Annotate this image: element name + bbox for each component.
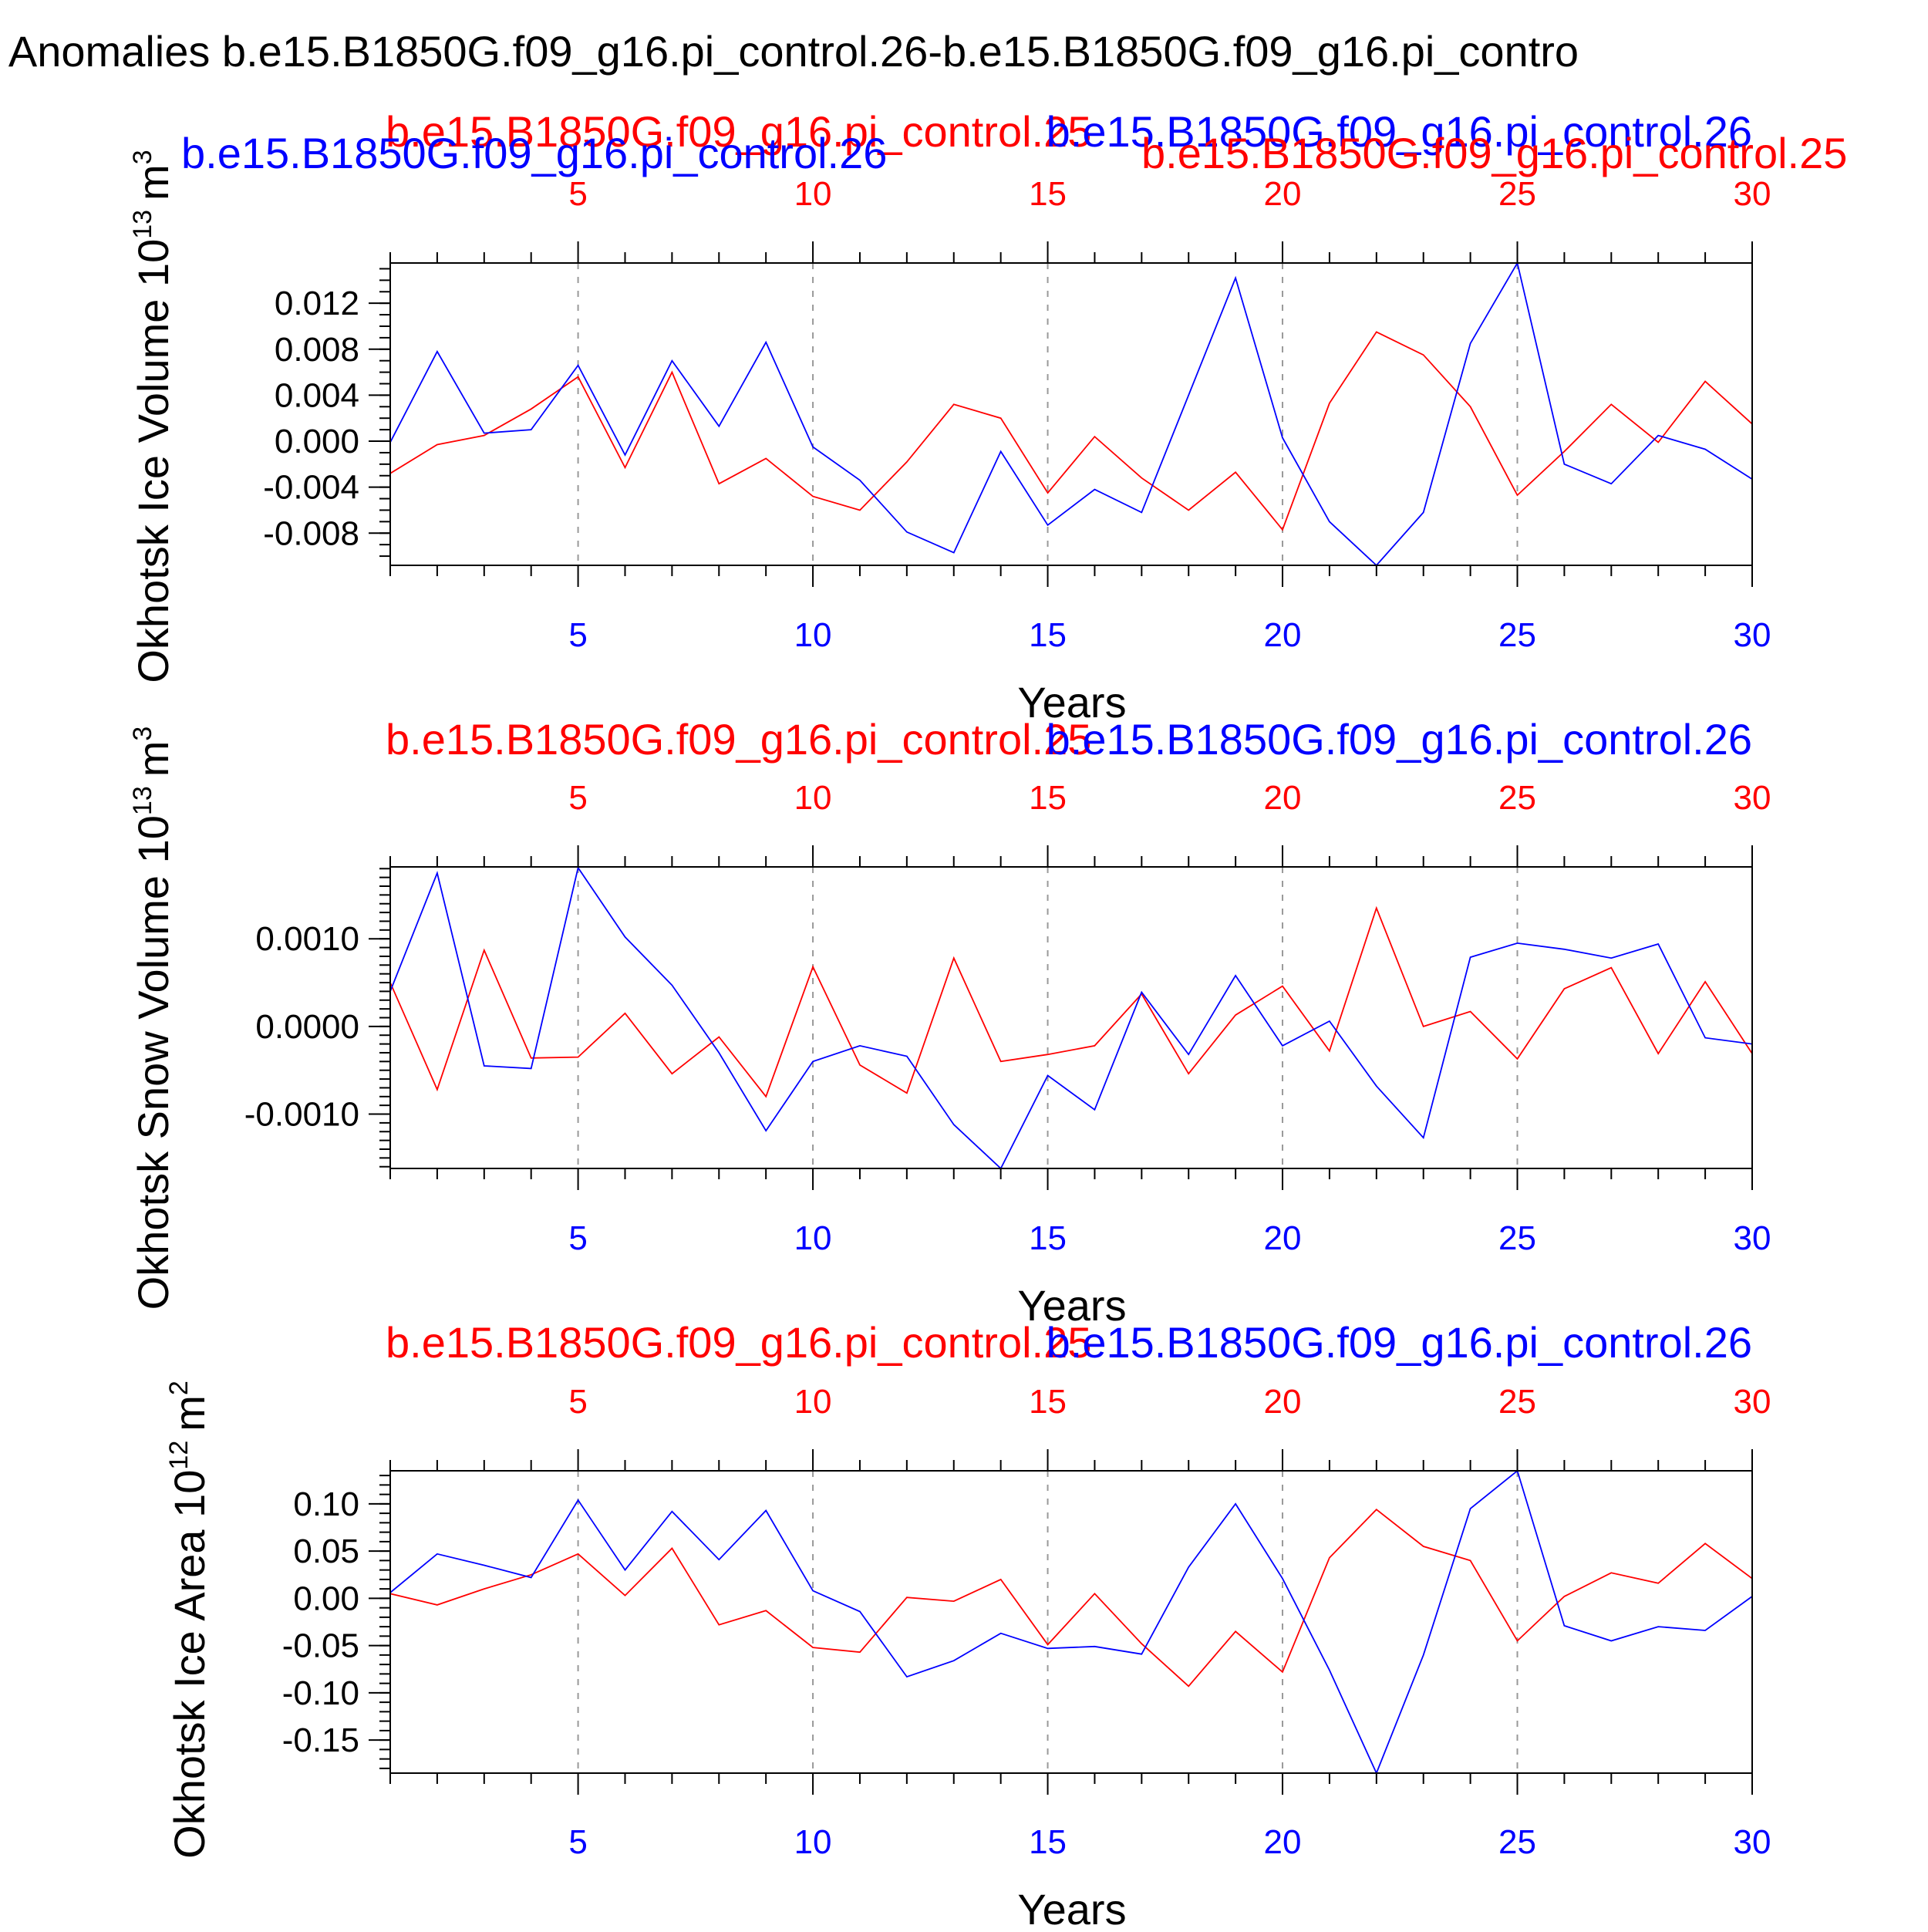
x-tick-label-bottom: 20	[1264, 1823, 1302, 1861]
series-name-label: b.e15.B1850G.f09_g16.pi_control.26	[1047, 107, 1752, 156]
x-tick-label-bottom: 15	[1029, 616, 1067, 654]
y-axis-title: Okhotsk Ice Volume 1013 m3	[128, 150, 177, 683]
x-tick-label-bottom: 25	[1498, 1219, 1536, 1257]
x-tick-label-top: 25	[1498, 779, 1536, 817]
chart-panel-3: 5 5 10 10 15 15 20 20 25 25 30 30 -0.15 -0.10 -0.05 0.0…	[164, 1318, 1771, 1932]
y-axis-title: Okhotsk Snow Volume 1013 m3	[128, 727, 177, 1310]
series-line-blue	[389, 1469, 1753, 1775]
x-tick-label-top: 30	[1734, 1383, 1771, 1421]
x-axis-title: Years	[1017, 678, 1126, 727]
y-tick-label: -0.008	[263, 514, 359, 552]
y-axis-unit-exponent: 13	[128, 210, 157, 239]
series-name-label: b.e15.B1850G.f09_g16.pi_control.26	[181, 129, 887, 177]
plot-frame	[389, 866, 1753, 1169]
y-tick-label: 0.008	[275, 331, 359, 369]
x-tick-label-top: 10	[794, 175, 832, 213]
x-tick-label-bottom: 20	[1264, 1219, 1302, 1257]
x-tick-label-top: 20	[1264, 1383, 1302, 1421]
y-axis-unit-exponent: 12	[164, 1441, 194, 1470]
x-tick-label-bottom: 30	[1734, 1219, 1771, 1257]
series-name-label: b.e15.B1850G.f09_g16.pi_control.25	[386, 1318, 1091, 1367]
x-tick-label-top: 5	[568, 1383, 587, 1421]
x-axis-title: Years	[1017, 1281, 1126, 1330]
x-tick-label-top: 20	[1264, 175, 1302, 213]
x-tick-label-bottom: 20	[1264, 616, 1302, 654]
x-tick-label-bottom: 15	[1029, 1219, 1067, 1257]
y-tick-label: -0.15	[282, 1721, 359, 1759]
chart-panel-2: 5 5 10 10 15 15 20 20 25 25 30 30 -0.0010 0.0000 0.001…	[128, 715, 1771, 1330]
y-axis-unit: m	[165, 1395, 214, 1431]
y-tick-label: 0.00	[293, 1580, 359, 1617]
series-name-label: b.e15.B1850G.f09_g16.pi_control.25	[386, 107, 1091, 156]
y-tick-label: 0.0000	[255, 1008, 359, 1046]
y-tick-label: 0.10	[293, 1485, 359, 1523]
x-tick-label-bottom: 5	[568, 1823, 587, 1861]
y-axis-title-name: Okhotsk Ice Volume 10	[129, 239, 177, 683]
plot-frame	[389, 262, 1753, 566]
y-tick-label: -0.05	[282, 1627, 359, 1665]
plot-frame	[389, 1470, 1753, 1774]
x-tick-label-top: 25	[1498, 1383, 1536, 1421]
x-tick-label-top: 15	[1029, 1383, 1067, 1421]
series-name-label: b.e15.B1850G.f09_g16.pi_control.25	[386, 715, 1091, 764]
y-tick-label: -0.004	[263, 469, 359, 507]
series-line-blue	[389, 865, 1753, 1170]
y-axis-unit: m	[129, 741, 177, 777]
y-axis-unit-power: 3	[128, 150, 157, 164]
x-tick-label-top: 5	[568, 175, 587, 213]
series-name-label: b.e15.B1850G.f09_g16.pi_control.26	[1047, 715, 1752, 764]
series-line-red	[389, 331, 1753, 531]
x-tick-label-top: 30	[1734, 779, 1771, 817]
series-name-label: b.e15.B1850G.f09_g16.pi_control.25	[1141, 129, 1847, 177]
x-tick-label-bottom: 10	[794, 616, 832, 654]
series-name-label: b.e15.B1850G.f09_g16.pi_control.26	[1047, 1318, 1752, 1367]
y-tick-label: 0.012	[275, 285, 359, 322]
x-tick-label-top: 20	[1264, 779, 1302, 817]
y-tick-label: 0.0010	[255, 920, 359, 958]
y-axis-unit: m	[129, 164, 177, 201]
chart-panel-1: 5 5 10 10 15 15 20 20 25 25 30 30 -0.008 -0.004 0.000 0…	[128, 107, 1847, 727]
y-axis-title-name: Okhotsk Ice Area 10	[165, 1470, 214, 1859]
series-line-blue	[389, 261, 1753, 567]
figure-title: l Anomalies b.e15.B1850G.f09_g16.pi_cont…	[0, 27, 1579, 76]
y-tick-label: -0.10	[282, 1674, 359, 1712]
x-tick-label-bottom: 25	[1498, 616, 1536, 654]
y-axis-unit-power: 2	[164, 1381, 194, 1395]
x-tick-label-bottom: 5	[568, 1219, 587, 1257]
x-tick-label-top: 30	[1734, 175, 1771, 213]
x-tick-label-top: 5	[568, 779, 587, 817]
x-tick-label-bottom: 10	[794, 1219, 832, 1257]
x-tick-label-bottom: 15	[1029, 1823, 1067, 1861]
series-line-red	[389, 1508, 1753, 1688]
y-axis-title: Okhotsk Ice Area 1012 m2	[164, 1381, 214, 1859]
x-tick-label-top: 25	[1498, 175, 1536, 213]
x-tick-label-top: 15	[1029, 779, 1067, 817]
x-axis-title: Years	[1017, 1885, 1126, 1928]
x-tick-label-bottom: 10	[794, 1823, 832, 1861]
x-tick-label-top: 10	[794, 1383, 832, 1421]
x-tick-label-bottom: 5	[568, 616, 587, 654]
y-axis-title-name: Okhotsk Snow Volume 10	[129, 815, 177, 1310]
y-axis-unit-power: 3	[128, 727, 157, 741]
y-tick-label: -0.0010	[244, 1096, 359, 1134]
x-tick-label-bottom: 30	[1734, 1823, 1771, 1861]
y-tick-label: 0.05	[293, 1532, 359, 1570]
y-axis-unit-exponent: 13	[128, 786, 157, 815]
x-tick-label-top: 10	[794, 779, 832, 817]
y-tick-label: 0.004	[275, 376, 359, 414]
x-tick-label-bottom: 30	[1734, 616, 1771, 654]
x-tick-label-bottom: 25	[1498, 1823, 1536, 1861]
series-line-red	[389, 905, 1753, 1098]
y-tick-label: 0.000	[275, 423, 359, 460]
x-tick-label-top: 15	[1029, 175, 1067, 213]
